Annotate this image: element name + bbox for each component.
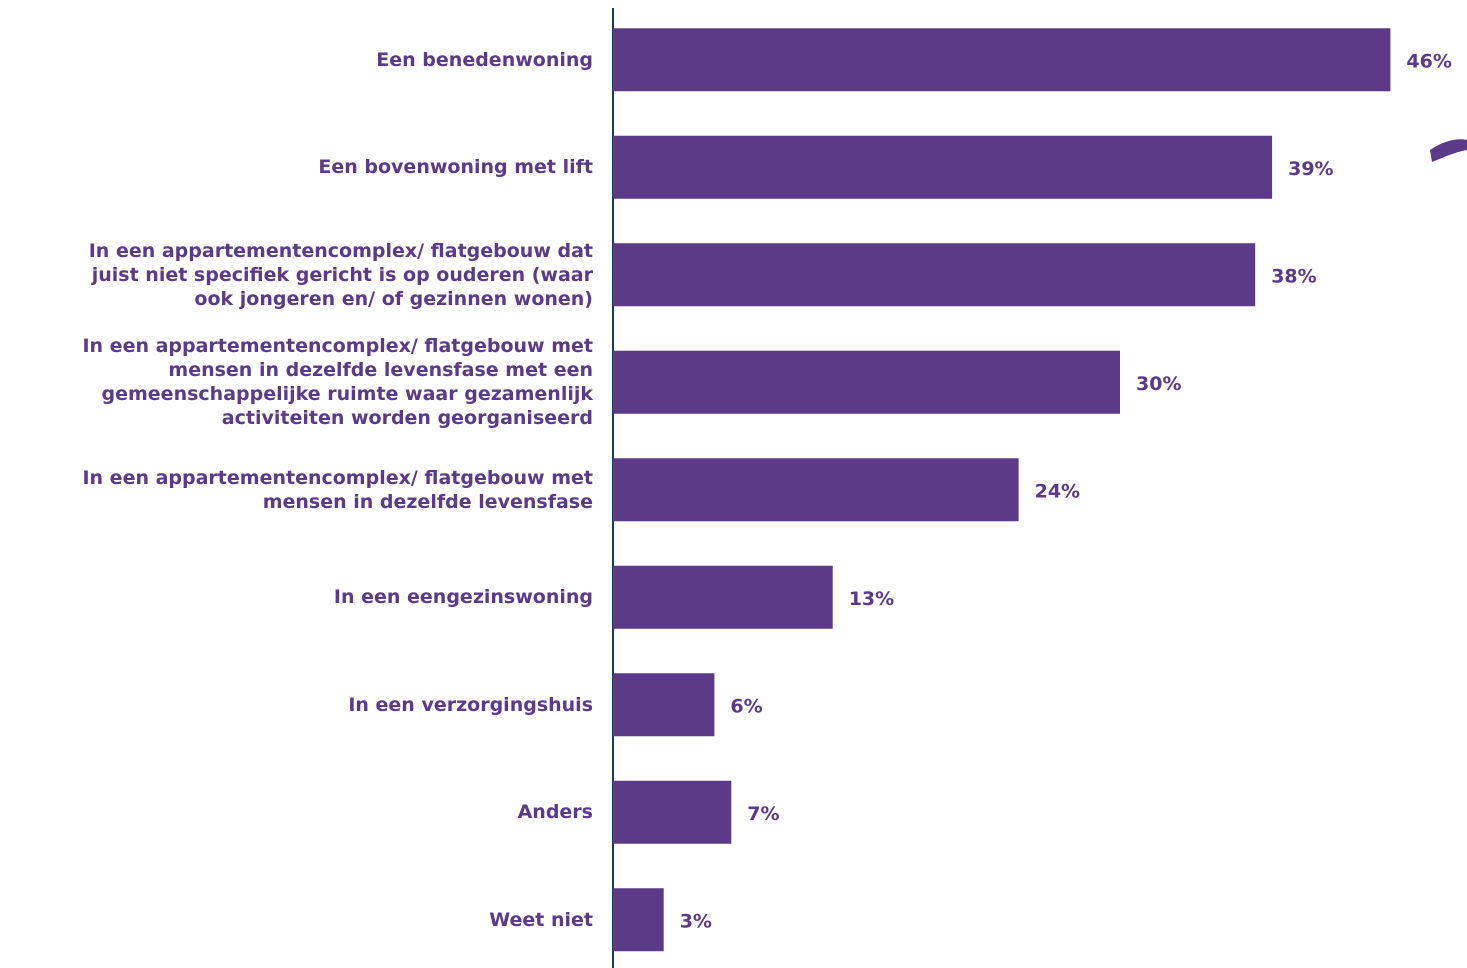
bar: [613, 888, 664, 952]
category-label: In een eengezinswoning: [333, 586, 593, 609]
category-label: In een appartementencomplex/ flatgebouw …: [88, 239, 593, 310]
category-label: In een appartementencomplex/ flatgebouw …: [82, 335, 593, 430]
bar: [613, 565, 833, 629]
value-label: 3%: [680, 910, 712, 932]
value-label: 24%: [1035, 480, 1080, 502]
value-label: 7%: [747, 803, 779, 825]
value-label: 46%: [1406, 50, 1451, 72]
bar: [613, 458, 1019, 522]
category-label: Een bovenwoning met lift: [318, 156, 593, 179]
category-label: In een verzorgingshuis: [348, 693, 593, 716]
bar: [613, 28, 1391, 92]
category-label: Een benedenwoning: [376, 48, 593, 71]
bar: [613, 350, 1120, 414]
value-label: 13%: [849, 588, 894, 610]
category-label: Weet niet: [489, 908, 593, 931]
value-label: 30%: [1136, 373, 1181, 395]
bar: [613, 135, 1273, 199]
bar: [613, 780, 732, 844]
value-label: 6%: [730, 695, 762, 717]
value-label: 38%: [1271, 265, 1316, 287]
category-label: Anders: [517, 801, 593, 824]
bar: [613, 673, 715, 737]
category-label: In een appartementencomplex/ flatgebouw …: [82, 466, 593, 513]
bar: [613, 243, 1256, 307]
logo: [1430, 139, 1467, 162]
value-label: 39%: [1288, 158, 1333, 180]
